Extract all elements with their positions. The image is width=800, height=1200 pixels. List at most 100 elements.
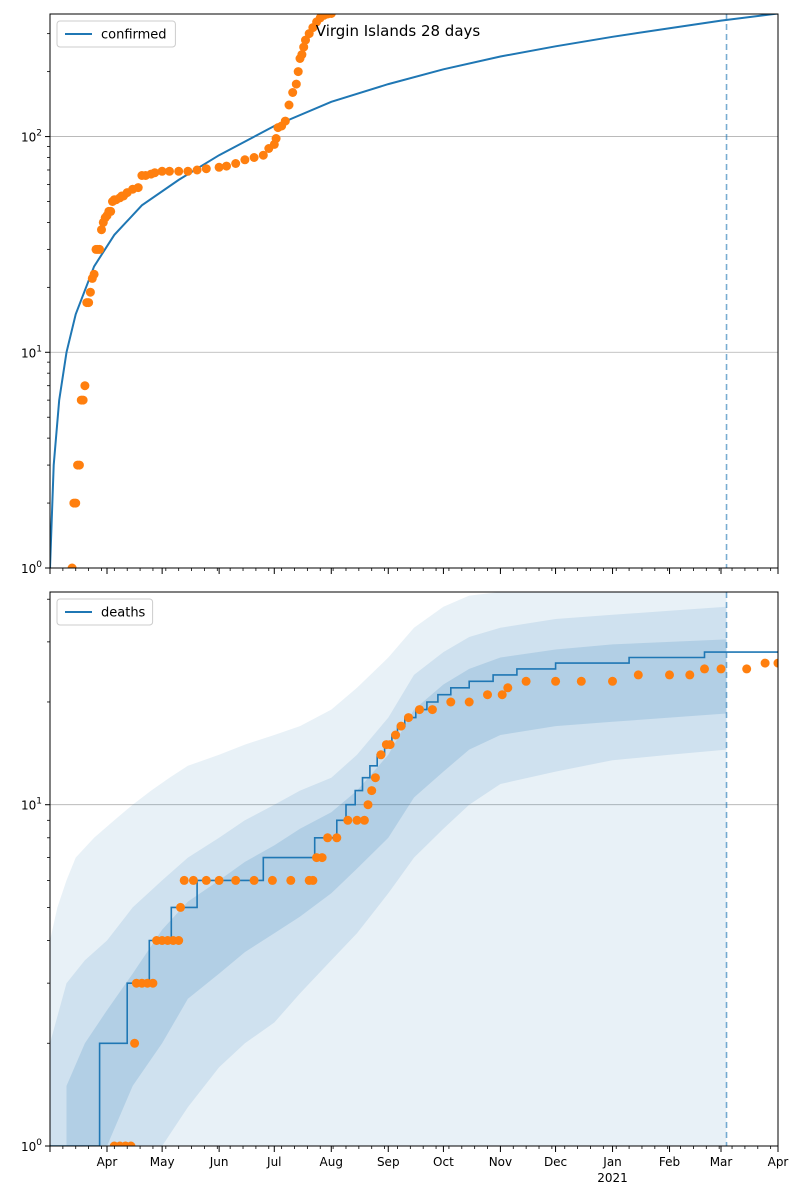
data-point — [84, 298, 94, 308]
y-tick-label: 100 — [21, 1138, 42, 1154]
data-point — [133, 183, 143, 193]
plot-area — [50, 14, 778, 568]
y-tick-label: 101 — [21, 797, 42, 813]
data-point — [271, 134, 281, 143]
data-point — [503, 683, 513, 693]
y-tick-label: 100 — [21, 560, 42, 576]
uncertainty-band-outer — [50, 592, 727, 1146]
y-tick-exponent: 1 — [36, 344, 42, 354]
data-point — [521, 676, 531, 686]
data-point — [126, 1141, 136, 1146]
data-point — [67, 563, 77, 568]
data-point — [85, 287, 95, 297]
data-point — [446, 697, 456, 707]
data-point — [183, 166, 193, 176]
data-point — [214, 875, 224, 885]
x-tick-label: Mar — [710, 1155, 733, 1169]
data-point — [391, 730, 401, 740]
data-point — [291, 79, 301, 89]
legend-box — [56, 20, 176, 48]
data-point — [231, 159, 241, 168]
data-point — [284, 100, 294, 110]
data-point — [497, 690, 507, 700]
x-tick-label: Jul — [266, 1155, 281, 1169]
confirmed-panel: 100 101 102 confirmed — [21, 13, 779, 576]
data-point — [201, 164, 211, 174]
data-point — [95, 244, 105, 254]
data-point — [240, 155, 250, 165]
data-point — [323, 833, 333, 843]
data-point — [288, 88, 298, 97]
y-tick-exponent: 0 — [36, 560, 42, 570]
x-tick-label: Jan — [602, 1155, 622, 1169]
data-point — [222, 161, 231, 171]
data-point — [685, 670, 695, 680]
data-point — [201, 875, 211, 885]
data-point — [359, 815, 369, 825]
data-point — [700, 664, 709, 674]
data-point — [192, 165, 202, 175]
data-point — [297, 50, 307, 60]
data-point — [78, 395, 88, 405]
legend: confirmed — [56, 20, 176, 48]
data-point — [308, 875, 318, 885]
x-tick-label: Apr — [768, 1155, 789, 1169]
data-point — [370, 773, 380, 783]
data-point — [415, 705, 424, 715]
data-point — [157, 166, 167, 176]
data-point — [188, 875, 198, 885]
legend-label: deaths — [101, 606, 146, 621]
x-tick-label: May — [150, 1155, 175, 1169]
data-point — [326, 14, 336, 18]
x-tick-label: Oct — [433, 1155, 454, 1169]
data-point — [760, 658, 770, 668]
x-tick-label: Jun — [209, 1155, 229, 1169]
legend-box — [56, 598, 154, 626]
y-tick-label: 101 — [21, 344, 42, 360]
data-point — [130, 1038, 140, 1048]
data-point — [483, 690, 492, 700]
x-tick-label: Feb — [659, 1155, 680, 1169]
data-point — [74, 460, 84, 470]
confirmed-fit-line — [50, 14, 778, 568]
data-point — [214, 162, 224, 172]
data-point — [716, 664, 726, 674]
y-tick-exponent: 0 — [36, 1138, 42, 1148]
data-point — [352, 815, 362, 825]
data-point — [385, 740, 395, 750]
x-tick-label: Nov — [489, 1155, 512, 1169]
data-point — [576, 676, 586, 686]
chart-title: Virgin Islands 28 days — [316, 22, 481, 40]
data-point — [286, 875, 296, 885]
data-point — [179, 875, 189, 885]
data-point — [343, 815, 353, 825]
legend: deaths — [56, 598, 154, 626]
y-tick-label: 102 — [21, 129, 42, 145]
deaths-panel: 100 101 Apr May Jun Jul Aug Sep Oct Nov Dec Jan Feb M… — [21, 591, 789, 1185]
uncertainty-band-inner — [66, 639, 727, 1146]
data-point — [464, 697, 474, 707]
x-tick-label: Dec — [544, 1155, 567, 1169]
data-point — [665, 670, 674, 680]
legend-label: confirmed — [101, 28, 167, 43]
data-point — [150, 168, 160, 178]
x-year-label: 2021 — [597, 1171, 628, 1185]
data-point — [97, 225, 106, 235]
data-point — [249, 875, 259, 885]
data-point — [332, 833, 342, 843]
data-point — [71, 498, 81, 508]
data-point — [427, 705, 437, 715]
data-point — [106, 206, 116, 216]
data-point — [293, 67, 303, 77]
x-tick-label: Aug — [320, 1155, 343, 1169]
data-point — [267, 875, 277, 885]
data-point — [633, 670, 643, 680]
x-tick-label: Sep — [377, 1155, 400, 1169]
axes-frame — [49, 591, 779, 1147]
data-point — [165, 166, 174, 176]
data-point — [231, 875, 241, 885]
plot-area — [50, 592, 778, 1146]
data-point — [367, 786, 377, 796]
uncertainty-band-mid — [50, 606, 727, 1146]
